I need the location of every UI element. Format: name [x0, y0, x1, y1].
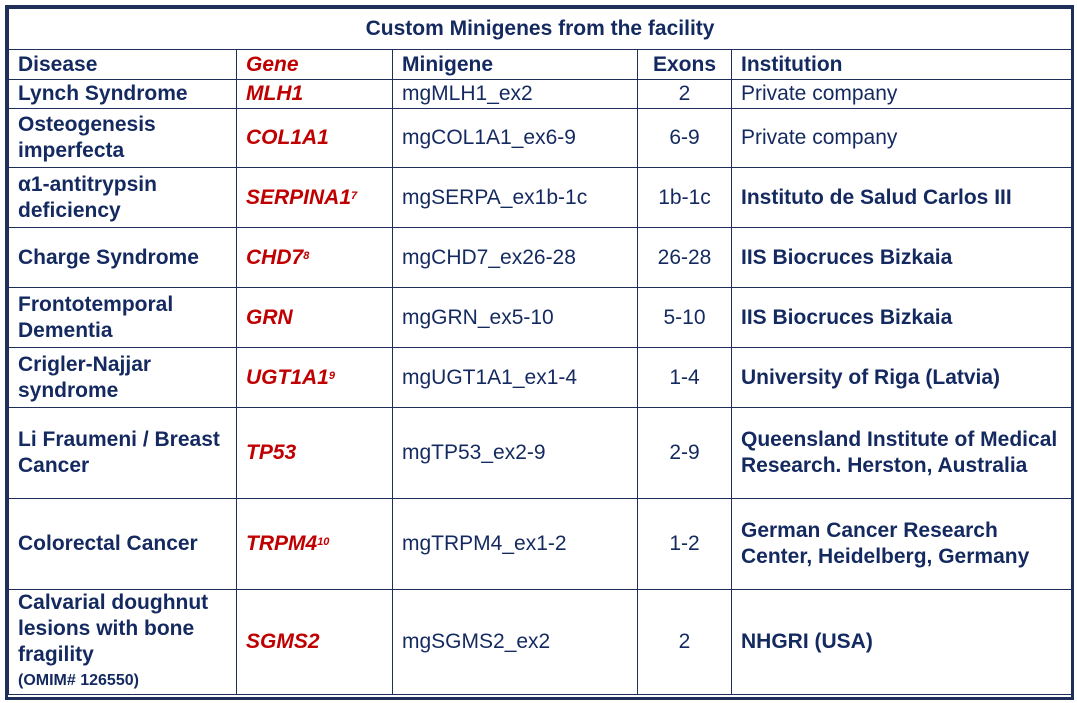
minigene-cell: mgTP53_ex2-9	[392, 407, 638, 499]
header-institution: Institution	[730, 49, 1073, 80]
table-row: Li Fraumeni / Breast Cancer TP53 mgTP53_…	[8, 407, 1073, 499]
gene-cell: MLH1	[236, 79, 393, 109]
minigene-cell: mgSGMS2_ex2	[392, 589, 638, 695]
institution-cell: Private company	[730, 108, 1073, 168]
exons-cell: 1b-1c	[637, 167, 732, 228]
disease-cell: α1-antitrypsin deficiency	[8, 167, 237, 228]
gene-cell: COL1A1	[236, 108, 393, 168]
gene-cell: UGT1A19	[236, 347, 393, 408]
institution-cell: NHGRI (USA)	[730, 589, 1073, 695]
gene-reference: 8	[303, 249, 310, 262]
table-title: Custom Minigenes from the facility	[7, 8, 1073, 50]
header-disease: Disease	[8, 49, 237, 80]
disease-cell: Calvarial doughnut lesions with bone fra…	[8, 589, 237, 695]
institution-cell: IIS Biocruces Bizkaia	[730, 227, 1073, 288]
exons-cell: 5-10	[637, 287, 732, 348]
institution-cell: German Cancer Research Center, Heidelber…	[730, 498, 1073, 590]
disease-cell: Osteogenesis imperfecta	[8, 108, 237, 168]
table-row: Osteogenesis imperfecta COL1A1 mgCOL1A1_…	[8, 108, 1073, 168]
institution-cell: University of Riga (Latvia)	[730, 347, 1073, 408]
gene-cell: TP53	[236, 407, 393, 499]
header-exons: Exons	[637, 49, 732, 80]
disease-text: Calvarial doughnut lesions with bone fra…	[18, 591, 209, 666]
exons-cell: 6-9	[637, 108, 732, 168]
gene-reference: 9	[328, 369, 335, 382]
minigenes-table: Custom Minigenes from the facility Disea…	[7, 8, 1073, 695]
disease-cell: Frontotemporal Dementia	[8, 287, 237, 348]
gene-reference: 7	[351, 189, 358, 202]
gene-cell: TRPM410	[236, 498, 393, 590]
disease-cell: Colorectal Cancer	[8, 498, 237, 590]
gene-reference: 10	[317, 536, 330, 548]
gene-cell: SGMS2	[236, 589, 393, 695]
table-title-row: Custom Minigenes from the facility	[7, 8, 1073, 50]
disease-cell: Lynch Syndrome	[8, 79, 237, 109]
institution-cell: Private company	[730, 79, 1073, 109]
gene-cell: CHD78	[236, 227, 393, 288]
minigene-cell: mgUGT1A1_ex1-4	[392, 347, 638, 408]
header-row: Disease Gene Minigene Exons Institution	[8, 49, 1073, 80]
minigene-cell: mgTRPM4_ex1-2	[392, 498, 638, 590]
minigene-cell: mgSERPA_ex1b-1c	[392, 167, 638, 228]
institution-cell: Instituto de Salud Carlos III	[730, 167, 1073, 228]
exons-cell: 1-2	[637, 498, 732, 590]
table-row: Calvarial doughnut lesions with bone fra…	[8, 589, 1073, 695]
table-row: Frontotemporal Dementia GRN mgGRN_ex5-10…	[8, 287, 1073, 348]
disease-cell: Li Fraumeni / Breast Cancer	[8, 407, 237, 499]
table-row: Lynch Syndrome MLH1 mgMLH1_ex2 2 Private…	[8, 79, 1073, 109]
institution-text: Instituto de Salud Carlos III	[741, 185, 1012, 209]
omim-note: (OMIM# 126550)	[18, 672, 139, 689]
minigene-cell: mgCOL1A1_ex6-9	[392, 108, 638, 168]
disease-cell: Crigler-Najjar syndrome	[8, 347, 237, 408]
gene-cell: SERPINA17	[236, 167, 393, 228]
institution-cell: Queensland Institute of Medical Research…	[730, 407, 1073, 499]
disease-cell: Charge Syndrome	[8, 227, 237, 288]
exons-cell: 2	[637, 79, 732, 109]
minigene-cell: mgMLH1_ex2	[392, 79, 638, 109]
table-row: Charge Syndrome CHD78 mgCHD7_ex26-28 26-…	[8, 227, 1073, 288]
gene-cell: GRN	[236, 287, 393, 348]
minigenes-table-frame: Custom Minigenes from the facility Disea…	[5, 5, 1074, 700]
minigene-cell: mgGRN_ex5-10	[392, 287, 638, 348]
header-gene: Gene	[236, 49, 393, 80]
table-row: α1-antitrypsin deficiency SERPINA17 mgSE…	[8, 167, 1073, 228]
minigene-cell: mgCHD7_ex26-28	[392, 227, 638, 288]
table-row: Colorectal Cancer TRPM410 mgTRPM4_ex1-2 …	[8, 498, 1073, 590]
exons-cell: 2	[637, 589, 732, 695]
exons-cell: 1-4	[637, 347, 732, 408]
table-row: Crigler-Najjar syndrome UGT1A19 mgUGT1A1…	[8, 347, 1073, 408]
institution-cell: IIS Biocruces Bizkaia	[730, 287, 1073, 348]
exons-cell: 2-9	[637, 407, 732, 499]
exons-cell: 26-28	[637, 227, 732, 288]
header-minigene: Minigene	[392, 49, 638, 80]
